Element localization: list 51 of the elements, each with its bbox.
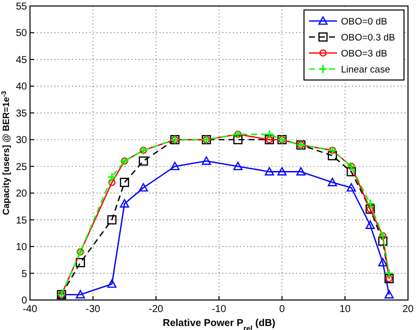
x-tick-label: -10 <box>212 304 227 315</box>
x-tick-label: 10 <box>339 304 351 315</box>
point <box>346 183 356 192</box>
point <box>76 290 85 298</box>
point <box>328 178 337 186</box>
y-tick-label: 15 <box>16 215 28 226</box>
y-tick-label: 5 <box>21 268 28 280</box>
point <box>384 268 394 278</box>
point <box>366 220 375 229</box>
point <box>346 167 356 176</box>
y-tick-label: 50 <box>16 28 28 40</box>
point <box>107 172 117 182</box>
legend-label: OBO=0.3 dB <box>341 32 396 44</box>
point <box>365 199 375 209</box>
point <box>328 151 337 160</box>
point <box>384 290 394 298</box>
point <box>120 178 130 187</box>
x-tick-label: 20 <box>402 304 414 315</box>
y-tick-label: 20 <box>16 188 28 200</box>
y-tick-label: 25 <box>16 162 28 173</box>
point <box>264 167 274 176</box>
point <box>138 156 148 166</box>
x-tick-label: -30 <box>86 304 101 315</box>
point <box>378 236 388 246</box>
point <box>233 135 242 144</box>
y-tick-label: 0 <box>21 296 28 306</box>
point <box>296 167 306 176</box>
point <box>170 162 180 170</box>
legend-label: OBO=3 dB <box>341 48 388 60</box>
point <box>233 162 242 170</box>
y-tick-label: 10 <box>16 242 28 254</box>
point <box>120 199 130 208</box>
x-tick-label: -20 <box>148 304 164 315</box>
y-tick-label: 55 <box>16 2 28 12</box>
x-tick-label: 0 <box>279 304 286 315</box>
x-tick-label: -40 <box>22 304 38 315</box>
point <box>107 279 116 288</box>
y-tick-label: 40 <box>16 82 28 93</box>
y-tick-label: 45 <box>16 54 28 66</box>
legend-label: Linear case <box>341 64 390 76</box>
y-tick-label: 35 <box>16 108 28 120</box>
point <box>264 130 274 140</box>
point <box>138 183 148 192</box>
point <box>107 215 116 224</box>
y-tick-label: 30 <box>16 135 28 146</box>
point <box>277 167 287 176</box>
legend-label: OBO=0 dB <box>341 16 388 28</box>
point <box>108 178 116 186</box>
point <box>202 156 211 165</box>
point <box>378 258 388 266</box>
point <box>76 258 85 268</box>
